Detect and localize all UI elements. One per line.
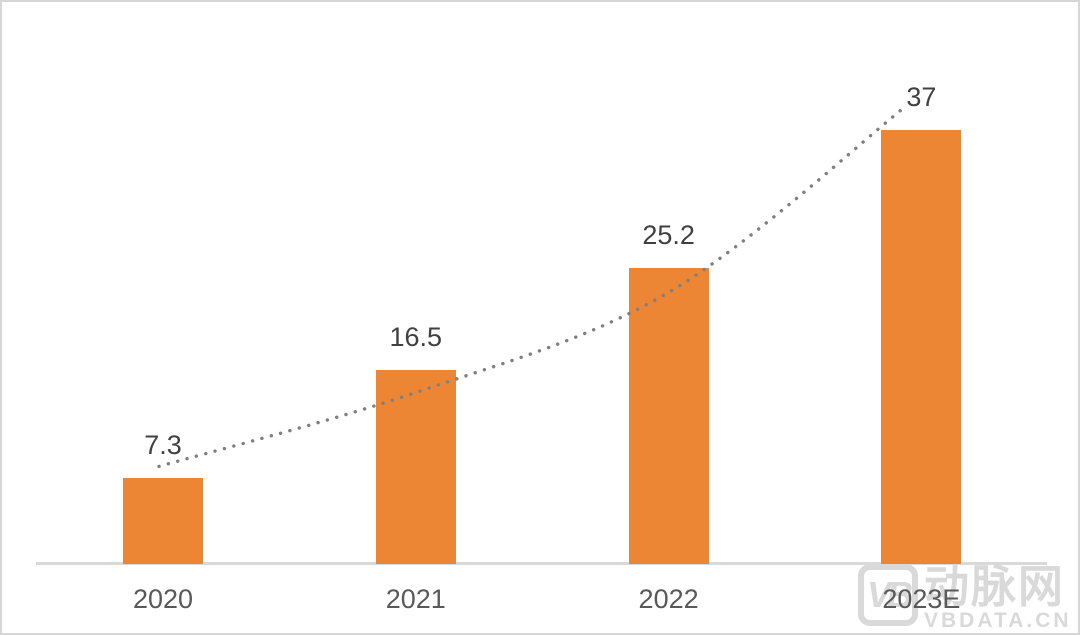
- trend-path: [157, 105, 907, 469]
- x-axis-label-2023E: 2023E: [882, 584, 961, 614]
- value-label-2020: 7.3: [144, 430, 182, 461]
- value-label-2022: 25.2: [642, 220, 695, 251]
- watermark-logo-text: VB: [866, 574, 913, 615]
- watermark: VB 动脉网 VBDATA.CN: [858, 564, 1072, 631]
- x-axis-line: [36, 562, 1047, 565]
- bar-2023E: [881, 130, 962, 564]
- bar-2022: [628, 268, 709, 564]
- watermark-brand-text: 动脉网: [924, 561, 1066, 612]
- x-axis-label-2021: 2021: [385, 584, 446, 614]
- bar-2020: [123, 478, 203, 564]
- vb-logo-icon: VB: [858, 564, 918, 626]
- x-axis-label-2022: 2022: [638, 584, 699, 614]
- value-label-2023E: 37: [906, 82, 937, 112]
- value-label-2021: 16.5: [389, 322, 443, 353]
- x-axis-label-2020: 2020: [132, 584, 194, 614]
- watermark-text-block: 动脉网 VBDATA.CN: [924, 564, 1072, 631]
- watermark-url-text: VBDATA.CN: [924, 609, 1072, 632]
- bar-2021: [375, 370, 456, 564]
